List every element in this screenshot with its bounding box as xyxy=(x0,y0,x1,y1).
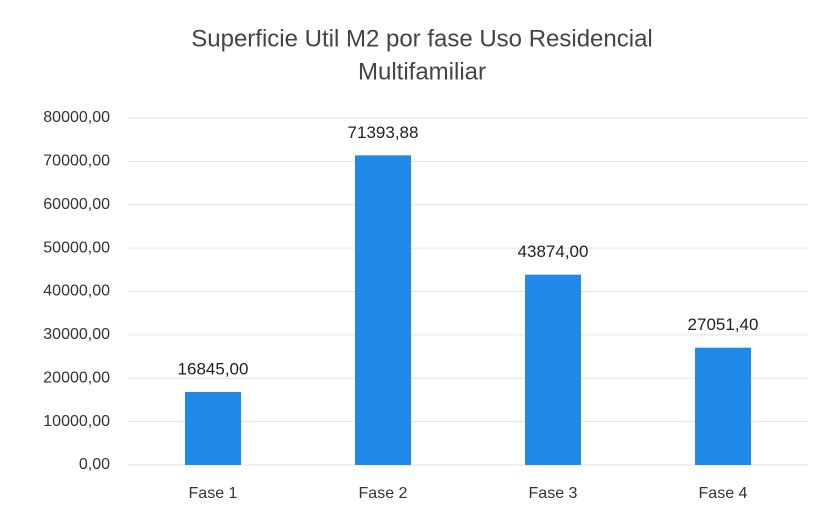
value-label: 43874,00 xyxy=(518,242,589,261)
x-tick-label: Fase 2 xyxy=(359,485,408,502)
y-tick-label: 60000,00 xyxy=(43,196,110,213)
y-tick-label: 20000,00 xyxy=(43,369,110,386)
value-label: 16845,00 xyxy=(178,359,249,378)
x-tick-label: Fase 4 xyxy=(699,485,748,502)
x-tick-label: Fase 3 xyxy=(529,485,578,502)
bar xyxy=(185,391,241,465)
bar xyxy=(355,155,411,465)
y-tick-label: 0,00 xyxy=(79,456,110,473)
y-tick-label: 10000,00 xyxy=(43,413,110,430)
y-tick-label: 30000,00 xyxy=(43,326,110,343)
bar xyxy=(525,274,581,465)
y-tick-label: 40000,00 xyxy=(43,283,110,300)
value-label: 71393,88 xyxy=(348,123,419,142)
value-label: 27051,40 xyxy=(688,315,759,334)
y-tick-label: 70000,00 xyxy=(43,153,110,170)
chart-title: Multifamiliar xyxy=(358,58,486,85)
bar xyxy=(695,347,751,465)
chart-title: Superficie Util M2 por fase Uso Residenc… xyxy=(191,25,653,52)
y-tick-label: 80000,00 xyxy=(43,109,110,126)
x-tick-label: Fase 1 xyxy=(189,485,238,502)
y-tick-label: 50000,00 xyxy=(43,239,110,256)
